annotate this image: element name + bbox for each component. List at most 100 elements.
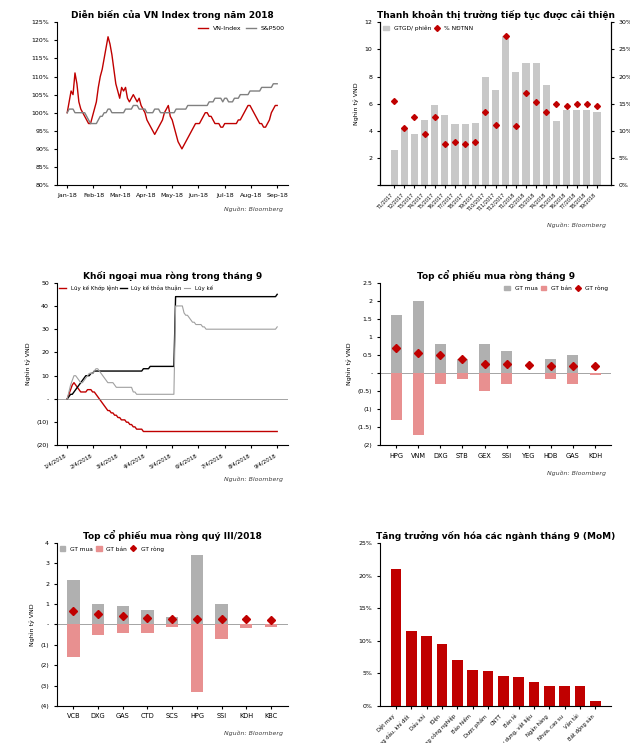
Lũy kế [246, 325, 254, 334]
Bar [67, 580, 79, 624]
VN-Index [182, 137, 190, 146]
Bar [391, 315, 402, 373]
S&P500 [87, 119, 94, 128]
% NĐTNN [502, 31, 510, 40]
Bar [141, 624, 154, 632]
Lũy kế thỏa thuận [244, 292, 252, 301]
Bar [191, 555, 203, 624]
Bar [568, 355, 578, 373]
Text: Nguồn: Bloomberg: Nguồn: Bloomberg [224, 730, 283, 736]
Bar [583, 111, 590, 185]
Text: Nguồn: Bloomberg: Nguồn: Bloomberg [547, 470, 607, 476]
S&P500 [270, 80, 277, 88]
Lũy kế Khớp lệnh [263, 427, 271, 436]
Text: Nguồn: Bloomberg: Nguồn: Bloomberg [224, 477, 283, 482]
Bar [391, 150, 398, 185]
Legend: GT mua, GT bán, GT ròng: GT mua, GT bán, GT ròng [504, 285, 608, 291]
% NĐTNN [451, 137, 459, 146]
Bar [522, 63, 530, 185]
Bar [559, 687, 570, 706]
% NĐTNN [421, 129, 428, 138]
% NĐTNN [471, 137, 479, 146]
Bar [435, 344, 446, 373]
Bar [492, 90, 499, 185]
% NĐTNN [492, 121, 500, 130]
Bar [435, 373, 446, 384]
% NĐTNN [512, 122, 520, 131]
Legend: GTGD/ phiên, % NĐTNN: GTGD/ phiên, % NĐTNN [383, 25, 473, 30]
Bar [457, 359, 468, 373]
GT ròng [459, 354, 466, 363]
Bar [92, 624, 104, 635]
% NĐTNN [522, 88, 530, 97]
Bar [215, 604, 228, 624]
Lũy kế [195, 320, 203, 329]
GT ròng [94, 610, 102, 619]
Lũy kế thỏa thuận [194, 292, 202, 301]
Line: GT ròng: GT ròng [71, 609, 274, 623]
% NĐTNN [482, 107, 490, 116]
% NĐTNN [461, 140, 469, 149]
Bar [543, 85, 550, 185]
Bar [563, 111, 570, 185]
Bar [437, 644, 447, 706]
Bar [391, 569, 401, 706]
Bar [240, 624, 253, 628]
Lũy kế [64, 395, 71, 403]
S&P500 [178, 105, 186, 114]
Title: Tăng trưởng vốn hóa các ngành tháng 9 (MoM): Tăng trưởng vốn hóa các ngành tháng 9 (M… [376, 531, 616, 541]
Bar [421, 635, 432, 706]
VN-Index [123, 94, 131, 103]
S&P500 [273, 80, 281, 88]
Lũy kế [273, 322, 281, 331]
Bar [553, 121, 560, 185]
Lũy kế Khớp lệnh [70, 378, 77, 387]
Bar [529, 682, 539, 706]
Bar [413, 373, 424, 435]
Bar [573, 111, 580, 185]
Lũy kế Khớp lệnh [248, 427, 256, 436]
GT ròng [415, 348, 422, 357]
Bar [498, 676, 508, 706]
Bar [501, 373, 512, 384]
% NĐTNN [532, 97, 540, 106]
VN-Index [104, 32, 112, 41]
% NĐTNN [401, 123, 408, 132]
Bar [406, 631, 416, 706]
Bar [452, 661, 462, 706]
Bar [166, 624, 178, 626]
Lũy kế [172, 302, 180, 311]
Bar [462, 124, 469, 185]
Bar [411, 134, 418, 185]
Bar [501, 351, 512, 373]
Lũy kế [118, 383, 125, 392]
GT ròng [243, 615, 250, 624]
Bar [67, 624, 79, 657]
Legend: GT mua, GT bán, GT ròng: GT mua, GT bán, GT ròng [60, 546, 164, 551]
Lũy kế Khớp lệnh [64, 395, 71, 403]
Lũy kế Khớp lệnh [119, 415, 127, 424]
Bar [452, 124, 459, 185]
Lũy kế thỏa thuận [64, 395, 71, 403]
Bar [482, 77, 489, 185]
S&P500 [180, 105, 188, 114]
S&P500 [64, 108, 71, 117]
Bar [544, 687, 554, 706]
Bar [166, 617, 178, 624]
Bar [191, 624, 203, 692]
Lũy kế [241, 325, 249, 334]
Title: Top cổ phiếu mua ròng tháng 9: Top cổ phiếu mua ròng tháng 9 [416, 270, 575, 281]
Line: VN-Index: VN-Index [67, 36, 277, 149]
VN-Index [273, 101, 281, 110]
Lũy kế thỏa thuận [113, 366, 120, 375]
S&P500 [123, 105, 131, 114]
Y-axis label: Nghìn tỷ VND: Nghìn tỷ VND [29, 603, 35, 646]
GT ròng [503, 360, 510, 369]
% NĐTNN [563, 102, 570, 111]
Bar [513, 677, 524, 706]
% NĐTNN [391, 97, 398, 106]
Bar [546, 373, 556, 378]
VN-Index [178, 144, 186, 153]
Line: Lũy kế thỏa thuận: Lũy kế thỏa thuận [67, 294, 277, 399]
% NĐTNN [431, 113, 438, 122]
